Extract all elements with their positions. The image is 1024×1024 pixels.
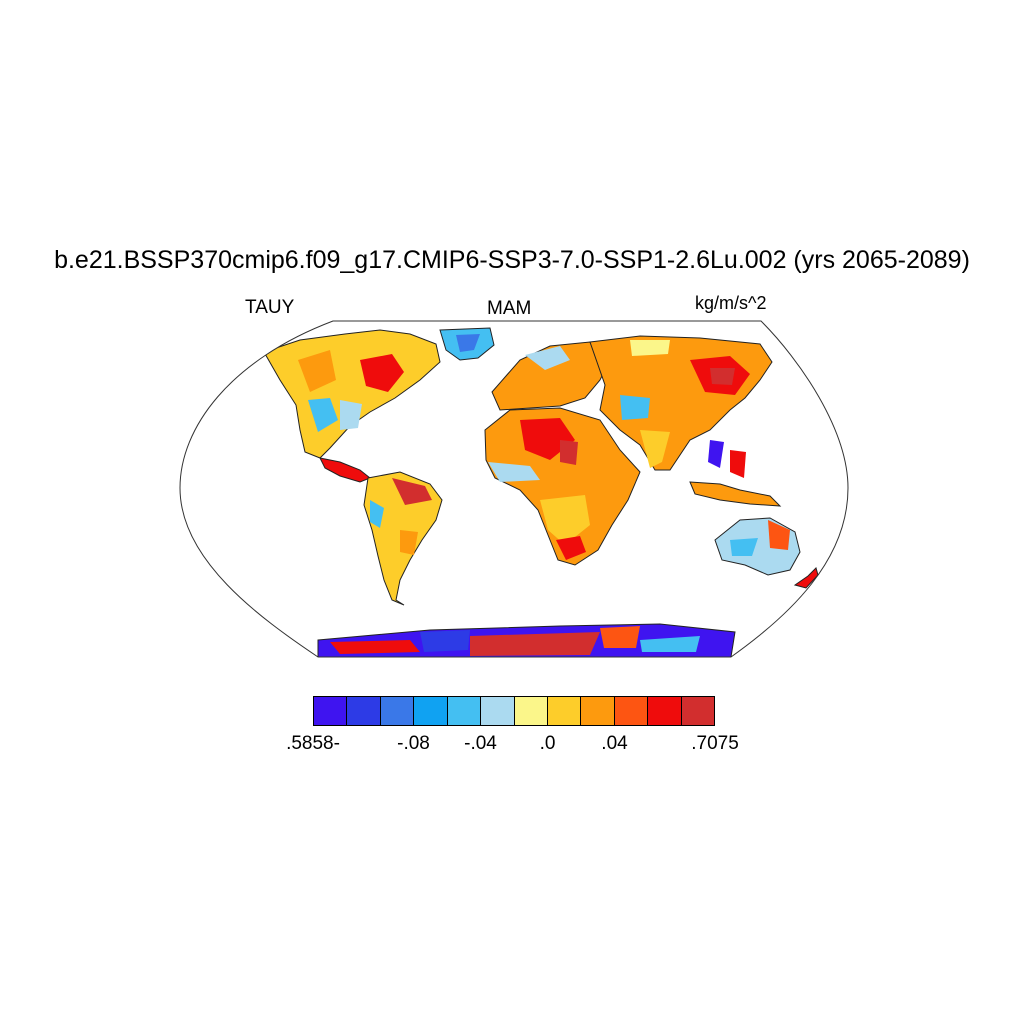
africa-south-red: [556, 536, 586, 560]
africa-south: [540, 495, 590, 545]
se-asia-red: [730, 450, 746, 478]
central-america: [319, 457, 371, 483]
land-field: [263, 327, 819, 657]
colorbar-tick-label: .0: [539, 733, 556, 754]
colorbar-box: [447, 697, 482, 725]
sa-mid-region: [400, 530, 418, 555]
map-outline: [179, 320, 849, 658]
australia-red: [768, 520, 790, 550]
na-cool-region: [308, 398, 338, 432]
colorbar-tick-label: -.08: [397, 733, 430, 754]
colorbar-tick-label: .04: [601, 733, 628, 754]
na-hot-region: [360, 354, 404, 392]
australia-blue: [730, 538, 758, 556]
africa-hot2: [560, 440, 578, 465]
plot-title: b.e21.BSSP370cmip6.f09_g17.CMIP6-SSP3-7.…: [54, 246, 970, 274]
season-label: MAM: [487, 298, 532, 319]
africa-cool: [488, 462, 540, 482]
india: [640, 430, 670, 468]
antarctica-blue2: [420, 630, 470, 652]
north-america: [263, 329, 441, 459]
africa: [484, 407, 641, 566]
antarctica-red1: [330, 640, 420, 654]
colorbar-tick-label: .7075: [691, 733, 739, 754]
asia-blue: [620, 395, 650, 420]
colorbar-tick-label: -.04: [464, 733, 497, 754]
colorbar-box: [314, 697, 348, 725]
se-asia: [708, 440, 724, 468]
new-zealand: [793, 567, 819, 589]
colorbar-box: [648, 697, 682, 725]
asia-dark-red: [710, 368, 735, 385]
asia-pale: [630, 340, 670, 356]
colorbar-box: [380, 697, 415, 725]
indonesia: [689, 481, 782, 507]
sa-cool-region: [370, 500, 384, 528]
colorbar-box: [514, 697, 548, 725]
colorbar-tick-label: .5858-: [286, 733, 340, 754]
variable-label: TAUY: [245, 297, 295, 318]
colorbar-box: [347, 697, 381, 725]
antarctica-lightblue: [640, 636, 700, 652]
units-label: kg/m/s^2: [695, 293, 767, 313]
antarctica-red3: [600, 626, 640, 648]
colorbar-box: [481, 697, 515, 725]
colorbar-box: [414, 697, 448, 725]
europe: [491, 341, 611, 411]
antarctica-red2: [470, 632, 600, 656]
colorbar-box: [581, 697, 615, 725]
na-warm-region: [298, 350, 336, 392]
colorbar: [313, 696, 715, 726]
colorbar-box: [614, 697, 649, 725]
europe-blue: [525, 346, 570, 370]
colorbar-box: [681, 697, 715, 725]
sa-hot-region: [392, 478, 432, 505]
na-blue-region: [340, 400, 362, 430]
greenland-dark: [456, 334, 480, 352]
colorbar-box: [547, 697, 582, 725]
